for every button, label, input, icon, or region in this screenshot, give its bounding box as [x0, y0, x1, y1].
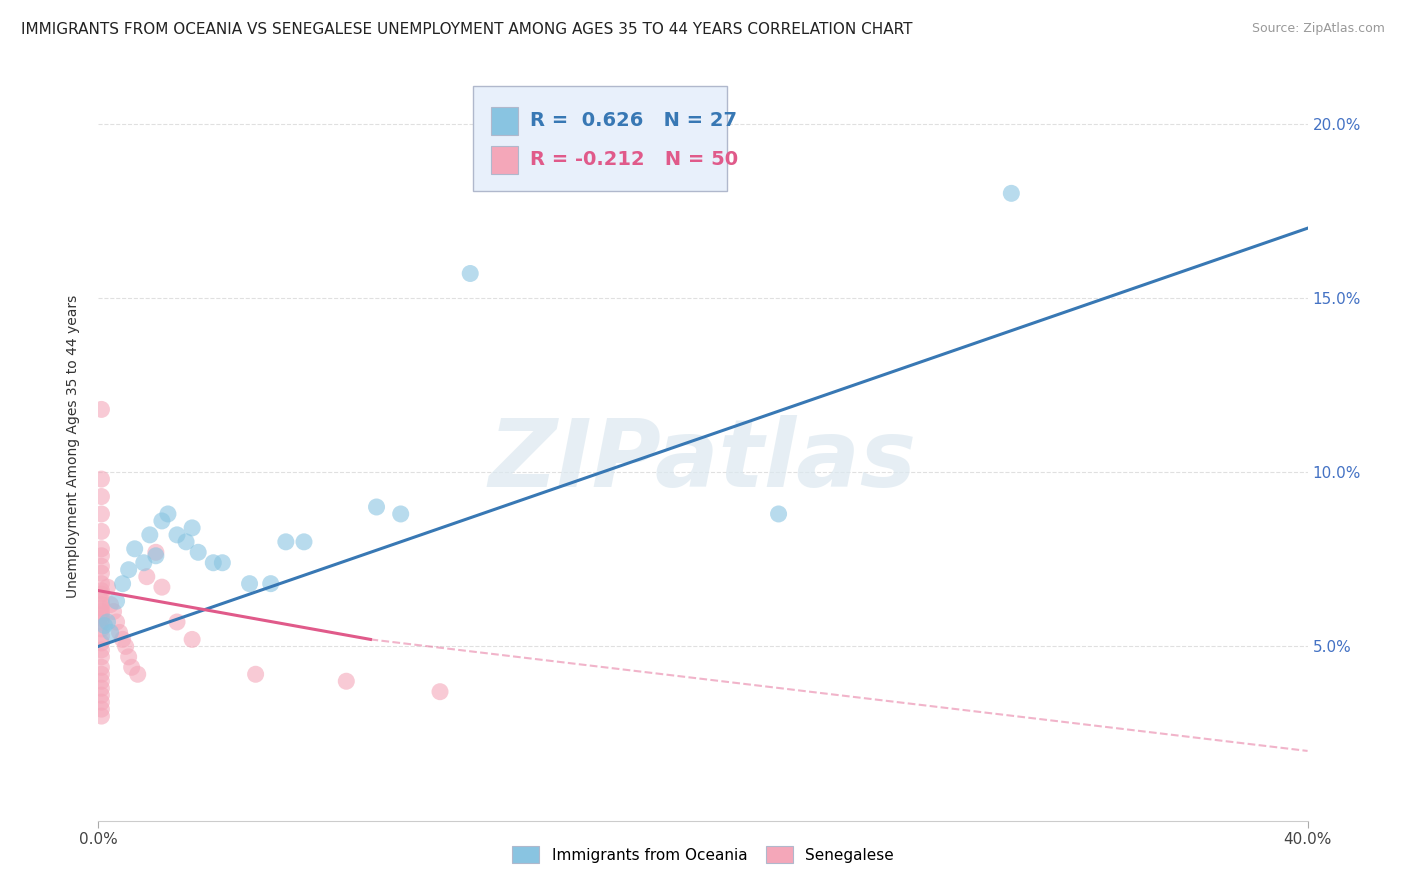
Point [90, 709, 112, 723]
Point [90, 587, 112, 601]
Point [90, 649, 112, 664]
Point [90, 472, 112, 486]
Point [90, 611, 112, 625]
Text: ZIPatlas: ZIPatlas [489, 415, 917, 507]
Point [335, 674, 357, 689]
Point [90, 594, 112, 608]
Point [90, 674, 112, 689]
Point [96, 615, 118, 629]
Point [124, 541, 146, 556]
Point [90, 490, 112, 504]
Point [150, 580, 173, 594]
Point [93, 618, 115, 632]
Point [100, 598, 122, 612]
Point [90, 507, 112, 521]
Point [118, 563, 141, 577]
Point [90, 622, 112, 636]
Point [114, 640, 136, 654]
Point [181, 521, 204, 535]
Point [90, 702, 112, 716]
Point [90, 636, 112, 650]
Point [90, 688, 112, 702]
Y-axis label: Unemployment Among Ages 35 to 44 years: Unemployment Among Ages 35 to 44 years [66, 294, 80, 598]
Point [181, 632, 204, 647]
Point [103, 605, 125, 619]
Text: Source: ZipAtlas.com: Source: ZipAtlas.com [1251, 22, 1385, 36]
Point [166, 615, 188, 629]
Point [90, 601, 112, 615]
Point [187, 545, 209, 559]
Point [429, 684, 451, 698]
Point [90, 566, 112, 581]
Point [145, 545, 167, 559]
Point [111, 632, 134, 647]
Legend: Immigrants from Oceania, Senegalese: Immigrants from Oceania, Senegalese [506, 840, 900, 869]
FancyBboxPatch shape [492, 145, 517, 174]
Point [389, 507, 412, 521]
Point [90, 583, 112, 598]
Point [90, 402, 112, 417]
Point [118, 649, 141, 664]
Point [166, 528, 188, 542]
Point [135, 570, 157, 584]
Point [90, 667, 112, 681]
Point [90, 549, 112, 563]
Point [108, 625, 131, 640]
Point [239, 576, 262, 591]
Point [132, 556, 155, 570]
Point [90, 681, 112, 696]
Point [127, 667, 149, 681]
Point [366, 500, 388, 514]
Point [150, 514, 173, 528]
Point [174, 534, 197, 549]
Point [90, 695, 112, 709]
Point [96, 580, 118, 594]
Point [292, 534, 315, 549]
FancyBboxPatch shape [492, 106, 517, 135]
Point [245, 667, 267, 681]
Point [458, 267, 481, 281]
Point [105, 615, 128, 629]
Point [90, 615, 112, 629]
Point [260, 576, 283, 591]
Point [139, 528, 162, 542]
Text: R = -0.212   N = 50: R = -0.212 N = 50 [530, 150, 738, 169]
Point [90, 559, 112, 574]
Point [90, 541, 112, 556]
Text: R =  0.626   N = 27: R = 0.626 N = 27 [530, 112, 737, 130]
Point [105, 594, 128, 608]
Point [145, 549, 167, 563]
Point [202, 556, 225, 570]
Point [100, 625, 122, 640]
Point [121, 660, 143, 674]
Point [90, 524, 112, 539]
Point [90, 605, 112, 619]
Point [90, 607, 112, 622]
Point [90, 598, 112, 612]
Point [90, 629, 112, 643]
Point [156, 507, 179, 521]
Point [1000, 186, 1022, 201]
Point [90, 660, 112, 674]
Point [274, 534, 297, 549]
Point [211, 556, 233, 570]
Point [768, 507, 790, 521]
Text: IMMIGRANTS FROM OCEANIA VS SENEGALESE UNEMPLOYMENT AMONG AGES 35 TO 44 YEARS COR: IMMIGRANTS FROM OCEANIA VS SENEGALESE UN… [21, 22, 912, 37]
Point [111, 576, 134, 591]
Point [90, 576, 112, 591]
FancyBboxPatch shape [474, 87, 727, 191]
Point [90, 643, 112, 657]
